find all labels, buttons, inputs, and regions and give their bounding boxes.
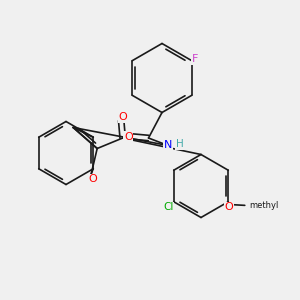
Text: O: O [88,174,97,184]
Text: O: O [118,112,127,122]
Text: F: F [192,54,198,64]
Text: Cl: Cl [163,202,173,212]
Text: O: O [224,202,233,212]
Text: H: H [176,139,183,149]
Text: O: O [124,131,133,142]
Text: N: N [164,140,172,151]
Text: methyl: methyl [249,201,279,210]
